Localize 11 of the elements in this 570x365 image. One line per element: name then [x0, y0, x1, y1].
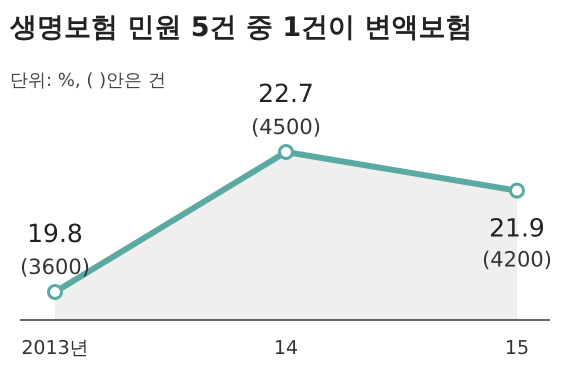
data-label: 21.9 — [489, 214, 545, 243]
x-tick-label: 14 — [274, 337, 298, 359]
x-tick-label: 15 — [504, 337, 530, 359]
chart-title: 생명보험 민원 5건 중 1건이 변액보험 — [9, 12, 473, 43]
data-label: 22.7 — [258, 79, 314, 108]
x-tick-label: 2013년 — [21, 337, 89, 359]
annotation: (4200) — [482, 248, 552, 272]
annotation: (4500) — [251, 115, 321, 139]
chart-subtitle: 단위: %, ( )안은 건 — [10, 70, 166, 91]
annotation: (3600) — [20, 255, 90, 279]
data-label: 19.8 — [27, 219, 83, 248]
